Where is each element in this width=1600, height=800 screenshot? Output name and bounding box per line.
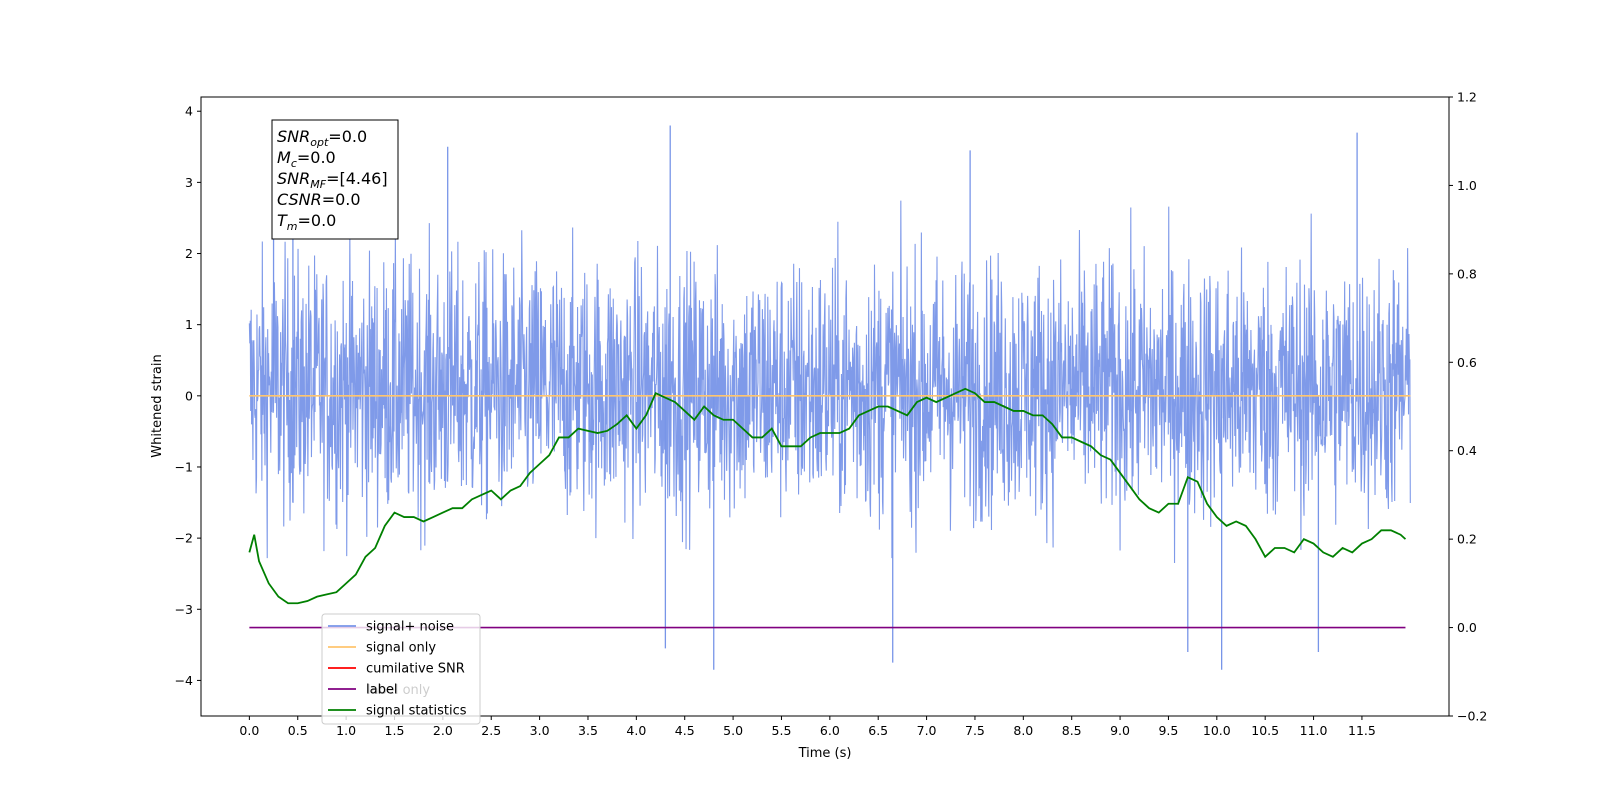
x-tick-label: 9.0 [1110,723,1130,738]
y-right-axis-ticks: 1.2 1.0 0.8 0.6 0.4 0.2 0.0 −0.2 [1449,90,1487,724]
x-tick-label: 10.0 [1203,723,1231,738]
x-tick-label: 7.5 [965,723,985,738]
y-right-tick-label: 0.6 [1457,355,1477,370]
y-left-tick-label: 2 [185,246,193,261]
stats-value: =0.0 [328,127,367,146]
y-left-axis-ticks: 4 3 2 1 0 −1 −2 −3 −4 [175,104,201,688]
stats-line: Tm=0.0 [277,211,336,233]
legend-item-label: label [366,683,397,698]
y-right-tick-label: 0.0 [1457,620,1477,635]
x-tick-label: 2.0 [433,723,453,738]
stats-box-frame [271,119,399,240]
legend-frame [321,613,481,725]
y-left-tick-label: 3 [185,175,193,190]
x-tick-label: 0.0 [239,723,259,738]
stats-line: SNRopt=0.0 [277,127,367,149]
stats-symbol: SNR [277,127,310,146]
stats-symbol: SNR [277,169,310,188]
stats-symbol: M [277,148,291,167]
x-tick-label: 3.5 [578,723,598,738]
x-tick-label: 9.5 [1158,723,1178,738]
x-tick-label: 8.0 [1013,723,1033,738]
legend-item-label: cumilative SNR [366,662,465,677]
stats-subscript: m [287,220,298,233]
x-tick-label: 0.5 [288,723,308,738]
y-right-tick-label: 1.2 [1457,90,1477,105]
stats-line: Mc=0.0 [277,148,336,170]
y-left-tick-label: −4 [175,673,193,688]
x-tick-label: 11.0 [1300,723,1328,738]
x-tick-label: 3.0 [530,723,550,738]
signal-statistics-line [248,387,1407,605]
x-tick-label: 4.0 [626,723,646,738]
y-axis-label: Whitened strain [150,354,165,457]
x-tick-label: 1.0 [336,723,356,738]
stats-line: CSNR=0.0 [277,190,361,209]
stats-box: SNRopt=0.0Mc=0.0SNRMF=[4.46]CSNR=0.0Tm=0… [271,119,399,240]
x-tick-label: 5.0 [723,723,743,738]
stats-value: =[4.46] [326,169,388,188]
x-tick-label: 11.5 [1348,723,1376,738]
stats-symbol: CSNR [277,190,322,209]
y-right-tick-label: 0.2 [1457,532,1477,547]
y-left-tick-label: −1 [175,459,193,474]
stats-value: =0.0 [297,148,336,167]
y-left-tick-label: −3 [175,602,193,617]
stats-subscript: opt [310,136,329,149]
y-right-tick-label: 0.8 [1457,266,1477,281]
legend-item-label: signal only [366,641,436,656]
y-left-tick-label: 0 [185,388,193,403]
signal-noise-line [248,200,1411,563]
stats-value: =0.0 [298,211,337,230]
x-tick-label: 6.5 [868,723,888,738]
legend-item-label: signal+ noise [366,620,454,635]
x-tick-label: 10.5 [1251,723,1279,738]
stats-line: SNRMF=[4.46] [277,169,388,191]
x-axis-ticks: 0.0 0.5 1.0 1.5 2.0 2.5 3.0 3.5 4.0 4.5 5.0 5.5 6.0 6… [239,716,1376,738]
signal-noise-series [248,125,1411,670]
x-tick-label: 8.5 [1062,723,1082,738]
x-tick-label: 4.5 [675,723,695,738]
stats-subscript: c [291,157,297,170]
x-tick-label: 6.0 [820,723,840,738]
y-right-tick-label: −0.2 [1457,709,1487,724]
plot-frame [200,96,1450,717]
y-left-tick-label: 4 [185,104,193,119]
x-tick-label: 5.5 [772,723,792,738]
y-left-tick-label: 1 [185,317,193,332]
legend-item-label: signal statistics [366,704,467,719]
x-tick-label: 7.0 [917,723,937,738]
y-left-tick-label: −2 [175,531,193,546]
stats-subscript: MF [310,178,326,191]
y-right-tick-label: 1.0 [1457,178,1477,193]
x-tick-label: 1.5 [385,723,405,738]
x-tick-label: 2.5 [481,723,501,738]
stats-value: =0.0 [322,190,361,209]
x-axis-label: Time (s) [798,746,852,761]
stats-symbol: T [277,211,288,230]
y-right-tick-label: 0.4 [1457,443,1477,458]
